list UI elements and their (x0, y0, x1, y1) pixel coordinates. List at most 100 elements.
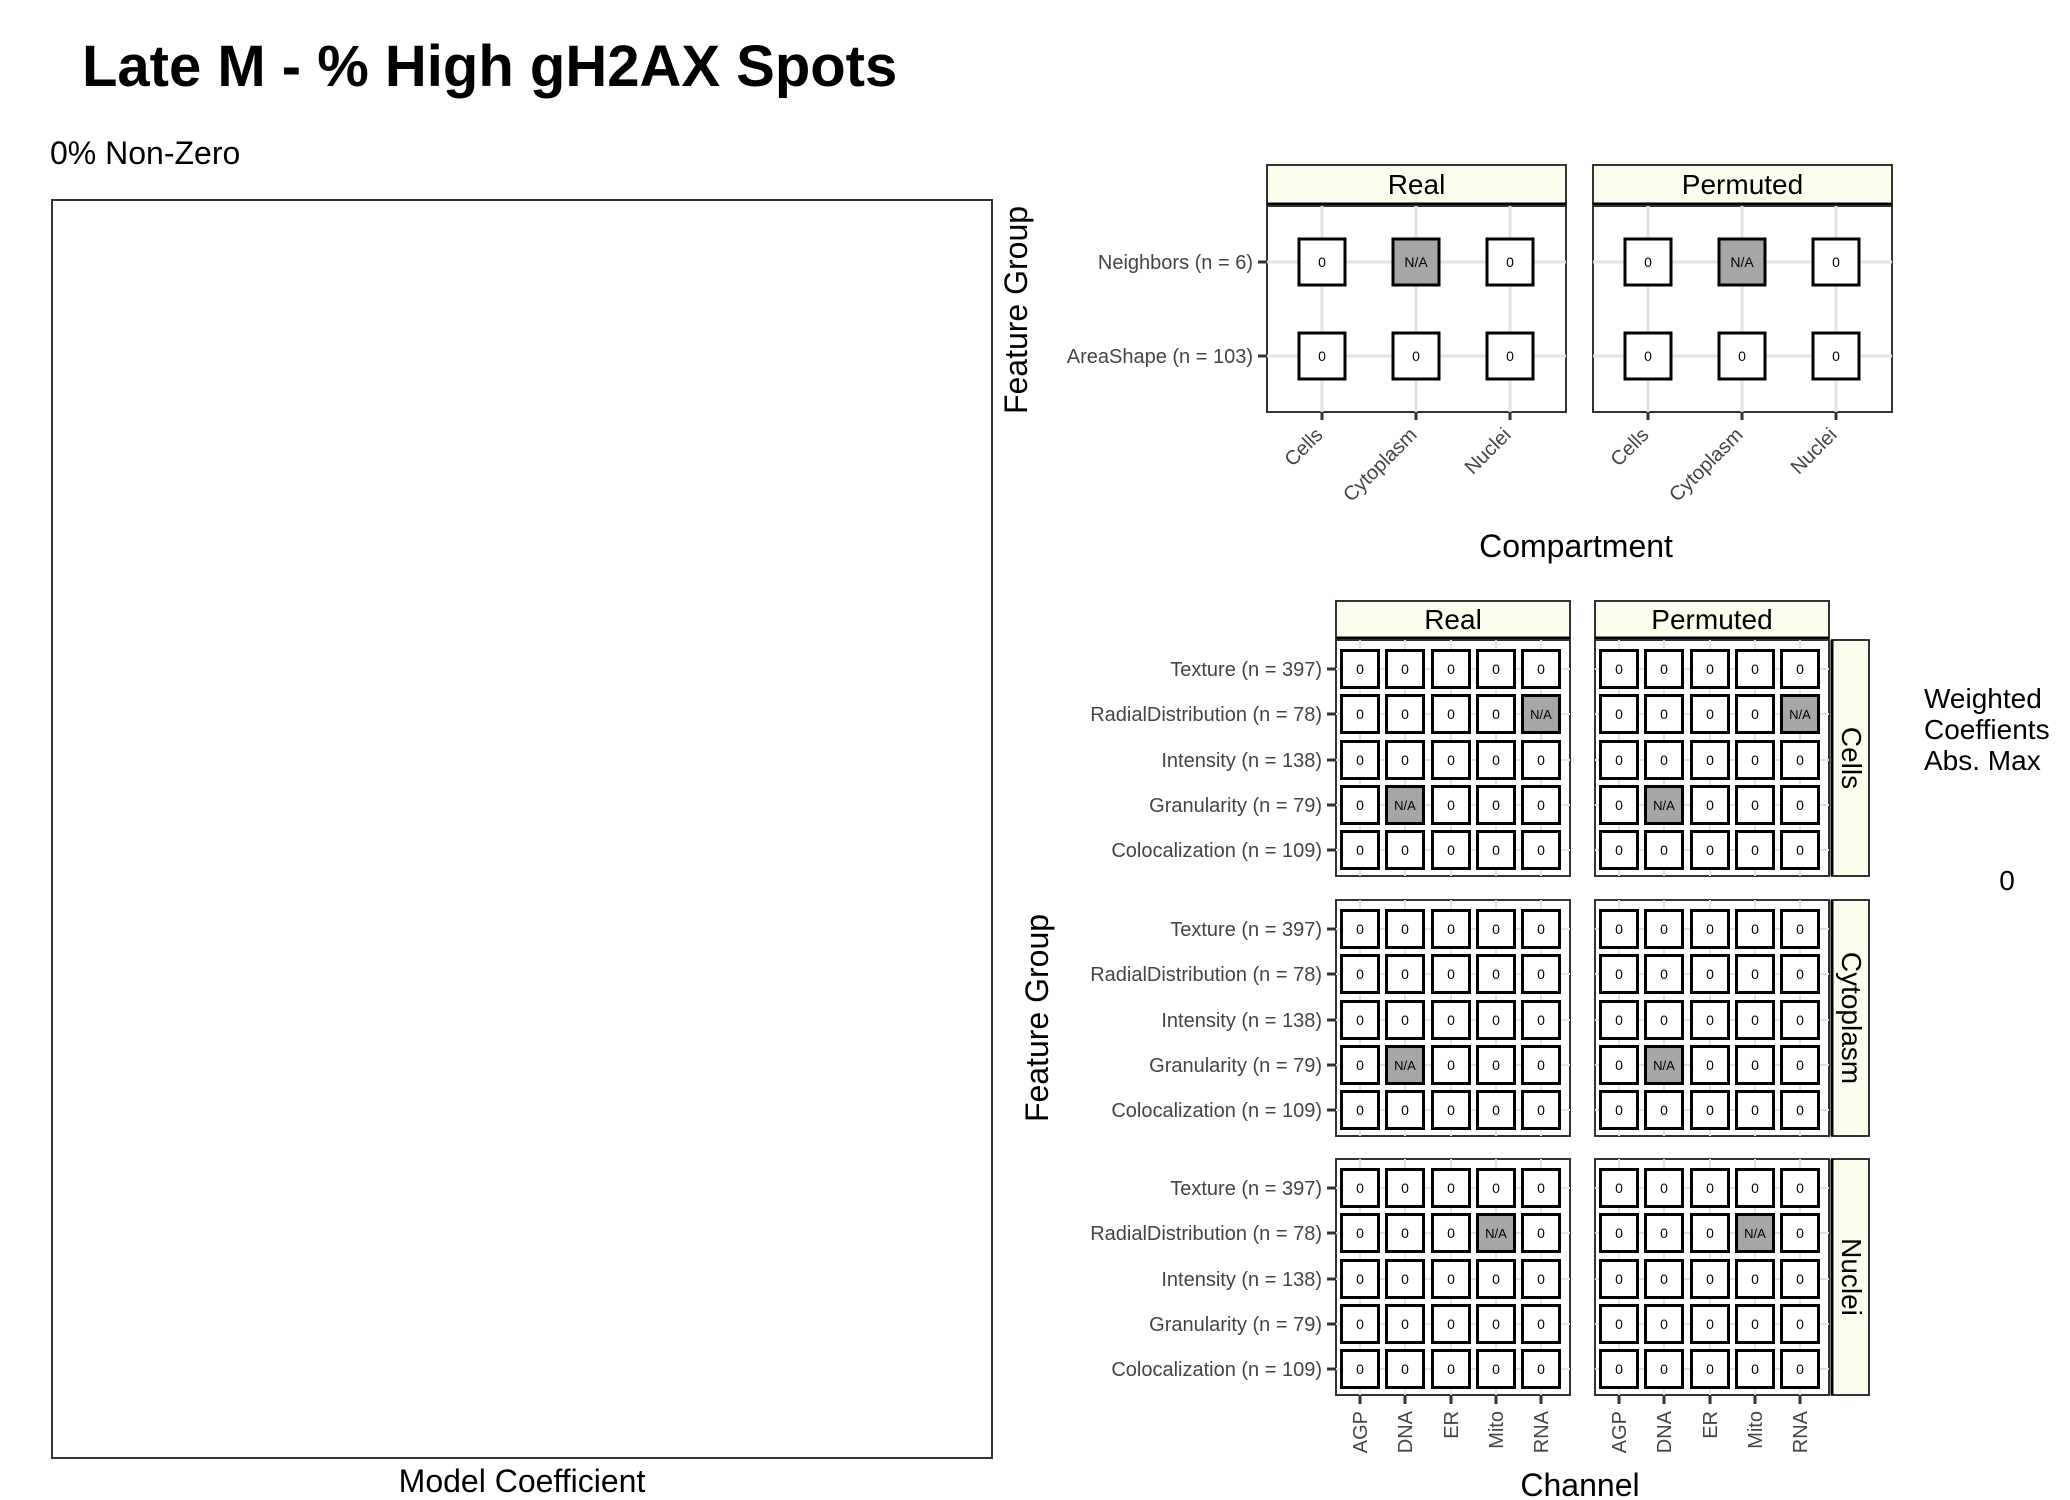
cell-label: 0 (1356, 1271, 1364, 1287)
bottom-xlabel: Channel (1520, 1467, 1639, 1500)
heatmap-cell (1431, 830, 1471, 870)
cell-label: 0 (1537, 921, 1545, 937)
heatmap-cell (1735, 1349, 1775, 1389)
cell-label: 0 (1356, 1361, 1364, 1377)
cell-label: 0 (1706, 1271, 1714, 1287)
cell-label: 0 (1401, 1180, 1409, 1196)
cell-label: 0 (1447, 797, 1455, 813)
cell-label: 0 (1492, 752, 1500, 768)
cell-label: N/A (1530, 707, 1552, 722)
cell-label: 0 (1796, 1316, 1804, 1332)
cell-label: 0 (1615, 661, 1623, 677)
cell-label: 0 (1447, 1361, 1455, 1377)
heatmap-cell (1340, 1090, 1380, 1130)
heatmap-cell (1735, 1000, 1775, 1040)
legend-title-line-1: Weighted (1924, 683, 2042, 714)
cell-label: 0 (1447, 1316, 1455, 1332)
cell-label: 0 (1751, 1316, 1759, 1332)
x-tick-label: AGP (1609, 1411, 1631, 1453)
heatmap-cell (1476, 1045, 1516, 1085)
cell-label: 0 (1492, 921, 1500, 937)
heatmap-cell (1431, 954, 1471, 994)
heatmap-cell (1521, 1213, 1561, 1253)
row-strip-label: Cytoplasm (1836, 952, 1867, 1084)
heatmap-cell (1476, 649, 1516, 689)
cell-label: 0 (1615, 1102, 1623, 1118)
y-tick-label: Texture (n = 397) (1170, 659, 1322, 681)
x-tick-label: AGP (1350, 1411, 1372, 1453)
heatmap-cell (1340, 909, 1380, 949)
heatmap-cell (1690, 1000, 1730, 1040)
heatmap-cell (1780, 830, 1820, 870)
heatmap-cell (1340, 785, 1380, 825)
cell-label: 0 (1447, 706, 1455, 722)
heatmap-cell (1690, 649, 1730, 689)
x-tick-label: ER (1700, 1411, 1722, 1439)
heatmap-cell (1340, 1259, 1380, 1299)
cell-label: 0 (1660, 752, 1668, 768)
cell-label: 0 (1318, 254, 1326, 270)
legend-title-line-3: Abs. Max (1924, 745, 2041, 776)
cell-label: 0 (1706, 966, 1714, 982)
cell-label: 0 (1537, 797, 1545, 813)
x-tick-label: Cells (1607, 424, 1654, 471)
cell-label: 0 (1615, 1361, 1623, 1377)
heatmap-cell (1735, 830, 1775, 870)
legend-title-line-2: Coeffients (1924, 714, 2050, 745)
top-xlabel: Compartment (1479, 528, 1673, 564)
heatmap-cell (1644, 1349, 1684, 1389)
heatmap-cell (1690, 1349, 1730, 1389)
heatmap-cell (1340, 1304, 1380, 1344)
heatmap-cell (1385, 694, 1425, 734)
heatmap-cell (1599, 785, 1639, 825)
heatmap-cell (1735, 909, 1775, 949)
heatmap-cell (1521, 740, 1561, 780)
y-tick-label: Granularity (n = 79) (1149, 795, 1322, 817)
heatmap-cell (1599, 1259, 1639, 1299)
cell-label: 0 (1447, 1057, 1455, 1073)
cell-label: 0 (1537, 1057, 1545, 1073)
heatmap-cell (1476, 1349, 1516, 1389)
y-tick-label: RadialDistribution (n = 78) (1090, 1223, 1322, 1245)
model-coefficient-xlabel: Model Coefficient (399, 1463, 646, 1499)
cell-label: N/A (1394, 1058, 1416, 1073)
cell-label: 0 (1796, 1180, 1804, 1196)
cell-label: N/A (1744, 1226, 1766, 1241)
chart-subtitle: 0% Non-Zero (50, 135, 240, 171)
cell-label: 0 (1751, 1012, 1759, 1028)
cell-label: 0 (1356, 842, 1364, 858)
cell-label: 0 (1832, 254, 1840, 270)
cell-label: 0 (1537, 752, 1545, 768)
cell-label: 0 (1706, 797, 1714, 813)
cell-label: 0 (1751, 706, 1759, 722)
y-tick-label: AreaShape (n = 103) (1067, 346, 1253, 368)
cell-label: 0 (1832, 348, 1840, 364)
cell-label: 0 (1356, 1225, 1364, 1241)
cell-label: 0 (1660, 1271, 1668, 1287)
cell-label: 0 (1492, 1012, 1500, 1028)
heatmap-cell (1476, 909, 1516, 949)
heatmap-cell (1476, 785, 1516, 825)
heatmap-cell (1644, 1259, 1684, 1299)
heatmap-cell (1735, 785, 1775, 825)
heatmap-cell (1385, 1213, 1425, 1253)
cell-label: 0 (1615, 1012, 1623, 1028)
cell-label: 0 (1447, 1102, 1455, 1118)
heatmap-cell (1690, 954, 1730, 994)
cell-label: 0 (1660, 1361, 1668, 1377)
heatmap-cell (1476, 1213, 1516, 1253)
x-tick-label: Mito (1745, 1411, 1767, 1449)
cell-label: N/A (1653, 1058, 1675, 1073)
heatmap-cell (1521, 1000, 1561, 1040)
cell-label: 0 (1401, 752, 1409, 768)
x-tick-label: Nuclei (1461, 424, 1516, 479)
heatmap-cell (1521, 909, 1561, 949)
heatmap-cell (1644, 785, 1684, 825)
heatmap-cell (1780, 1045, 1820, 1085)
heatmap-cell (1644, 740, 1684, 780)
cell-label: 0 (1706, 661, 1714, 677)
heatmap-cell (1780, 1349, 1820, 1389)
y-tick-label: Colocalization (n = 109) (1111, 1100, 1322, 1122)
cell-label: 0 (1401, 966, 1409, 982)
legend-value-label: 0 (1999, 865, 2015, 896)
